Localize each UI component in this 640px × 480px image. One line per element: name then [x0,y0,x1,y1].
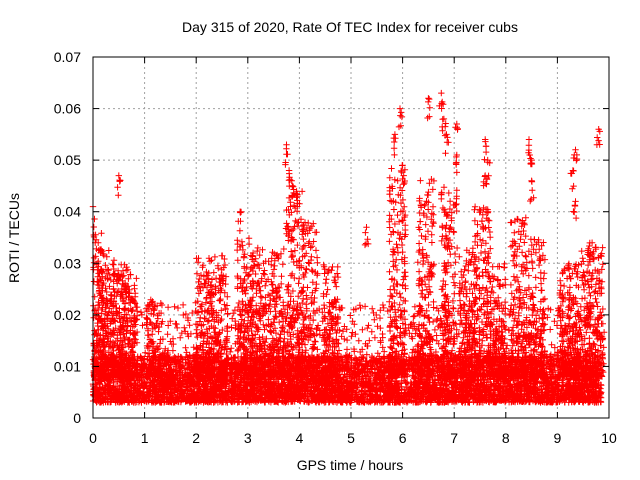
x-tick-label: 4 [296,430,304,446]
x-axis-label: GPS time / hours [297,457,404,473]
x-tick-label: 10 [601,430,617,446]
y-tick-label: 0.04 [54,204,81,220]
x-tick-label: 7 [450,430,458,446]
x-tick-label: 1 [141,430,149,446]
x-tick-labels: 0 1 2 3 4 5 6 7 8 9 10 [89,430,617,446]
x-tick-label: 9 [554,430,562,446]
x-tick-label: 8 [502,430,510,446]
x-tick-label: 5 [347,430,355,446]
y-tick-label: 0 [73,410,81,426]
x-tick-label: 2 [192,430,200,446]
y-tick-label: 0.03 [54,255,81,271]
x-tick-label: 6 [399,430,407,446]
y-tick-label: 0.07 [54,49,81,65]
y-tick-label: 0.06 [54,101,81,117]
roti-data-points [89,89,608,406]
x-tick-label: 3 [244,430,252,446]
y-tick-label: 0.01 [54,358,81,374]
chart-title: Day 315 of 2020, Rate Of TEC Index for r… [182,19,518,35]
y-tick-labels: 0 0.01 0.02 0.03 0.04 0.05 0.06 0.07 [54,49,81,426]
axis-ticks [92,56,610,419]
data-points [89,89,608,406]
y-tick-label: 0.02 [54,307,81,323]
x-tick-label: 0 [89,430,97,446]
y-axis-label: ROTI / TECUs [6,193,22,283]
y-tick-label: 0.05 [54,152,81,168]
